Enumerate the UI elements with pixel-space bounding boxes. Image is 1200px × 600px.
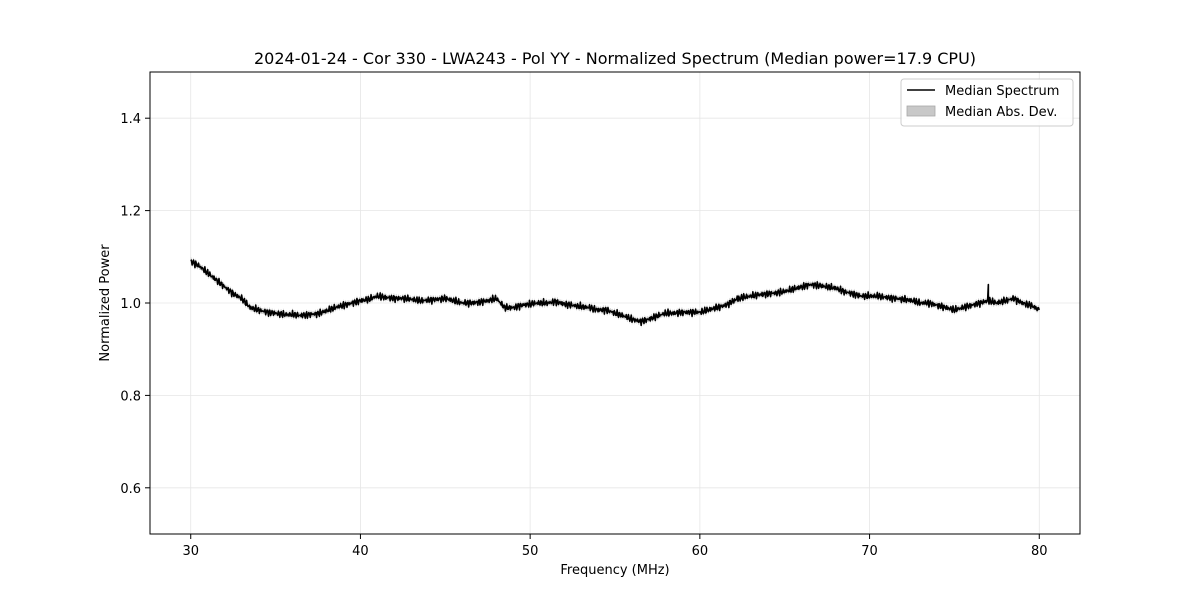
x-tick-label: 40 [352,544,369,559]
legend: Median Spectrum Median Abs. Dev. [900,78,1074,127]
legend-label-median-abs-dev: Median Abs. Dev. [945,105,1057,120]
mad-band [190,256,1040,329]
x-axis-label: Frequency (MHz) [560,563,669,578]
y-axis-ticks: 0.6 0.8 1.0 1.2 1.4 [120,112,150,497]
median-spectrum-line [190,259,1041,327]
y-tick-label: 1.2 [120,205,141,220]
y-tick-label: 0.8 [120,389,141,404]
x-axis-ticks: 30 40 50 60 70 80 [182,534,1048,559]
y-tick-label: 1.4 [120,112,141,127]
x-tick-label: 50 [522,544,539,559]
x-tick-label: 70 [861,544,878,559]
x-tick-label: 80 [1031,544,1048,559]
y-axis-label: Normalized Power [98,244,113,362]
y-tick-label: 1.0 [120,297,141,312]
x-tick-label: 30 [182,544,199,559]
legend-band-swatch [906,105,936,117]
chart-title: 2024-01-24 - Cor 330 - LWA243 - Pol YY -… [254,49,976,68]
median-abs-dev-band [190,256,1040,329]
y-tick-label: 0.6 [120,482,141,497]
grid [150,72,1080,534]
legend-frame [900,78,1074,127]
legend-label-median-spectrum: Median Spectrum [945,84,1059,99]
x-tick-label: 60 [692,544,709,559]
median-spectrum-series [190,259,1041,327]
